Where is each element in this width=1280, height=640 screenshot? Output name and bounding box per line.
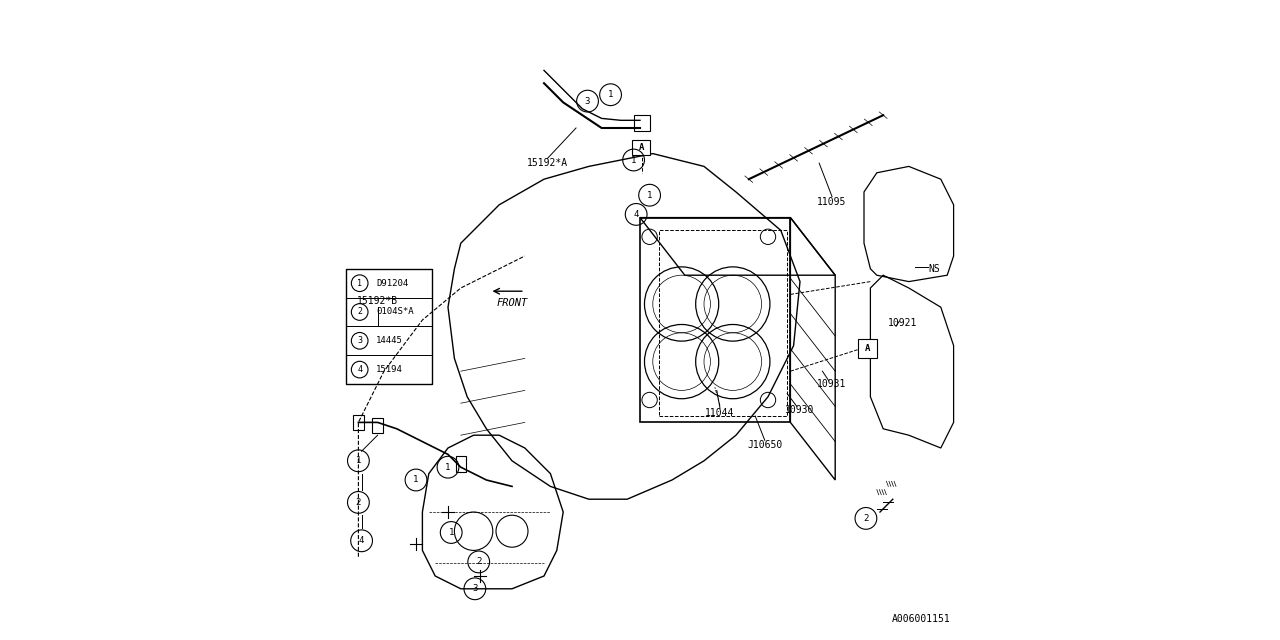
Text: 2: 2 [356, 498, 361, 507]
Text: 3: 3 [357, 336, 362, 346]
Bar [346, 355, 433, 384]
Text: 2: 2 [863, 514, 869, 523]
Text: 15192*B: 15192*B [357, 296, 398, 306]
Text: J10650: J10650 [748, 440, 782, 450]
Text: 4: 4 [634, 210, 639, 219]
Text: 4: 4 [357, 365, 362, 374]
Text: 3: 3 [585, 97, 590, 106]
Bar [346, 326, 433, 355]
Text: 14445: 14445 [376, 336, 403, 346]
Text: D91204: D91204 [376, 278, 408, 288]
Bar [634, 115, 650, 131]
Bar [858, 339, 877, 358]
Text: 1: 1 [445, 463, 451, 472]
Bar [372, 418, 383, 433]
Bar [353, 415, 364, 430]
Text: 1: 1 [608, 90, 613, 99]
Text: 2: 2 [476, 557, 481, 566]
Text: 1: 1 [356, 456, 361, 465]
Text: A006001151: A006001151 [892, 614, 950, 624]
Bar [632, 140, 650, 155]
Text: 1: 1 [357, 278, 362, 288]
Text: 1: 1 [631, 156, 636, 164]
Text: NS: NS [928, 264, 941, 274]
Text: 4: 4 [358, 536, 365, 545]
Bar [640, 218, 791, 422]
Text: 10921: 10921 [888, 318, 916, 328]
Text: A: A [639, 143, 645, 152]
Text: 1: 1 [448, 528, 454, 537]
Bar [346, 269, 433, 384]
Bar [659, 230, 787, 416]
Bar [456, 456, 466, 472]
Text: 3: 3 [472, 584, 477, 593]
Text: 11095: 11095 [818, 196, 846, 207]
Text: 15192*A: 15192*A [526, 158, 568, 168]
Text: 1: 1 [413, 476, 419, 484]
Text: A: A [864, 344, 870, 353]
Text: 0104S*A: 0104S*A [376, 307, 413, 317]
Text: FRONT: FRONT [497, 298, 527, 308]
Text: 10930: 10930 [786, 404, 814, 415]
Text: 1: 1 [646, 191, 653, 200]
Text: 15194: 15194 [376, 365, 403, 374]
Text: 2: 2 [357, 307, 362, 317]
Text: 11044: 11044 [705, 408, 735, 418]
Text: 10931: 10931 [818, 379, 846, 389]
Bar [346, 298, 433, 326]
Bar [346, 269, 433, 298]
